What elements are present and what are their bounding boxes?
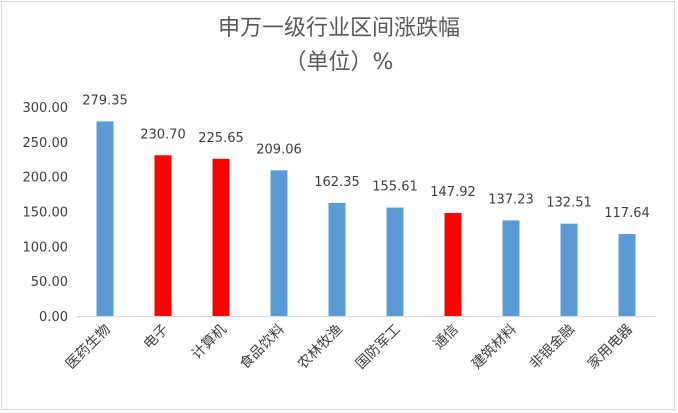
data-label: 225.65 — [198, 131, 244, 146]
bar-5 — [328, 202, 346, 316]
bar-10 — [618, 234, 636, 316]
x-axis: 医药生物 电子 计算机 食品饮料 农林牧渔 国防军工 通信 建筑材料 非银金融 家用电器 — [63, 316, 656, 373]
x-tick-label: 通信 — [431, 322, 462, 353]
data-label: 209.06 — [256, 142, 302, 157]
bar-8 — [502, 220, 520, 316]
data-label: 147.92 — [430, 185, 476, 200]
data-label: 162.35 — [314, 175, 360, 190]
data-label: 137.23 — [488, 192, 534, 207]
y-tick-label: 100.00 — [23, 240, 69, 255]
chart-title: 申万一级行业区间涨跌幅 — [217, 16, 460, 41]
x-tick-label: 医药生物 — [63, 322, 114, 373]
chart-subtitle: （单位）% — [284, 50, 394, 75]
data-label: 230.70 — [140, 127, 186, 142]
y-tick-label: 0.00 — [39, 310, 68, 325]
bar-1 — [96, 121, 114, 316]
x-tick-label: 农林牧渔 — [295, 322, 346, 373]
x-tick-label: 家用电器 — [584, 321, 636, 373]
data-label: 155.61 — [372, 180, 418, 195]
x-tick-label: 电子 — [141, 322, 172, 353]
bar-3 — [212, 158, 230, 316]
data-label: 117.64 — [604, 206, 650, 221]
y-tick-label: 150.00 — [23, 206, 69, 221]
y-tick-label: 200.00 — [23, 171, 69, 186]
data-label: 132.51 — [546, 196, 592, 211]
y-tick-label: 250.00 — [23, 136, 69, 151]
bar-2 — [154, 155, 172, 316]
data-labels: 279.35 230.70 225.65 209.06 162.35 155.61 147.… — [82, 93, 650, 221]
x-tick-label: 国防军工 — [353, 322, 404, 373]
x-tick-label: 食品饮料 — [236, 321, 288, 373]
y-tick-label: 300.00 — [23, 101, 69, 116]
bar-4 — [270, 170, 288, 316]
data-label: 279.35 — [82, 93, 128, 108]
y-axis: 0.00 50.00 100.00 150.00 200.00 250.00 300.00 — [23, 101, 69, 325]
bar-9 — [560, 223, 578, 316]
y-tick-label: 50.00 — [31, 275, 68, 290]
bar-6 — [386, 207, 404, 316]
x-tick-label: 计算机 — [189, 322, 230, 363]
x-tick-label: 非银金融 — [527, 322, 578, 373]
bars — [96, 121, 636, 316]
bar-7 — [444, 212, 462, 316]
x-tick-label: 建筑材料 — [469, 322, 520, 373]
